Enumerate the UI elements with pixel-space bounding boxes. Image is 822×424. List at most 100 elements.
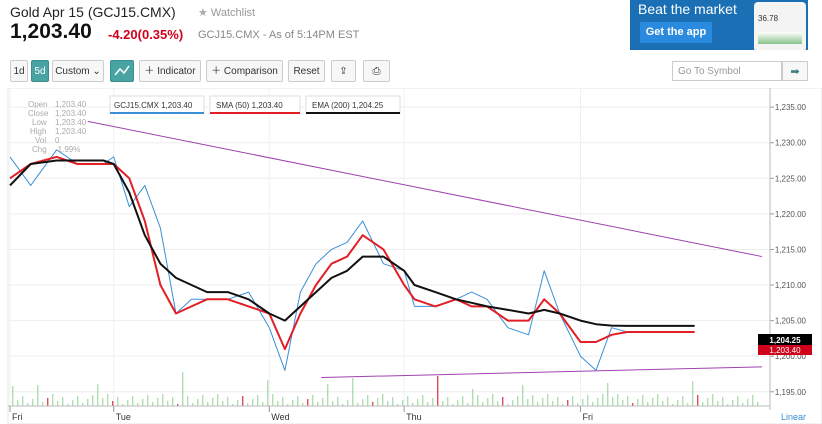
volume-bar xyxy=(52,394,54,406)
volume-bar xyxy=(357,403,359,406)
trendline xyxy=(321,366,763,379)
volume-bar xyxy=(302,403,304,406)
volume-bar xyxy=(657,394,659,406)
price-chart[interactable]: 1,195.00 1,200.00 1,205.00 1,210.00 1,215.00… xyxy=(0,88,822,424)
custom-range-dropdown[interactable]: Custom ⌄ xyxy=(52,60,104,82)
volume-bar xyxy=(12,386,14,406)
ohlc-value: 1,203.40 xyxy=(55,127,87,136)
phone-value: 36.78 xyxy=(758,14,779,23)
volume-bar xyxy=(277,401,279,406)
volume-bar xyxy=(287,404,289,406)
volume-bar xyxy=(187,396,189,406)
volume-bar xyxy=(362,399,364,406)
volume-bar xyxy=(282,397,284,406)
price-change: -4.20(0.35%) xyxy=(108,27,184,42)
get-app-button[interactable]: Get the app xyxy=(640,22,712,43)
volume-bar xyxy=(487,398,489,406)
scale-mode-label[interactable]: Linear xyxy=(781,412,806,422)
volume-bar xyxy=(137,403,139,406)
volume-bar xyxy=(102,398,104,406)
volume-bar xyxy=(292,400,294,406)
volume-bar xyxy=(337,397,339,406)
volume-bar xyxy=(27,403,29,406)
volume-bar xyxy=(582,399,584,406)
volume-bar xyxy=(712,394,714,406)
goto-symbol-button[interactable]: ➡ xyxy=(782,61,808,81)
volume-bar xyxy=(177,404,179,406)
volume-bar xyxy=(247,403,249,406)
volume-bar xyxy=(717,401,719,406)
ohlc-value: 0 xyxy=(55,136,60,145)
y-tick-label: 1,195.00 xyxy=(775,388,807,397)
y-tick-label: 1,215.00 xyxy=(775,245,807,254)
reset-button[interactable]: Reset xyxy=(288,60,325,82)
volume-bar xyxy=(597,398,599,406)
volume-bar xyxy=(72,400,74,406)
volume-bar xyxy=(502,397,504,406)
volume-bar xyxy=(592,402,594,406)
volume-bar xyxy=(587,395,589,406)
ema-tag xyxy=(758,334,812,345)
volume-bar xyxy=(742,403,744,406)
volume-bar xyxy=(647,402,649,406)
plus-icon: ＋ xyxy=(211,66,224,77)
volume-bar xyxy=(407,396,409,406)
volume-bar xyxy=(157,398,159,406)
chevron-down-icon: ⌄ xyxy=(92,66,101,77)
range-5d-button[interactable]: 5d xyxy=(31,60,49,82)
goto-symbol-input[interactable]: Go To Symbol xyxy=(672,61,782,81)
volume-bar xyxy=(272,394,274,406)
volume-bar xyxy=(332,401,334,406)
print-button[interactable]: ⎙ xyxy=(363,60,390,82)
volume-bar xyxy=(637,399,639,406)
volume-bar xyxy=(682,396,684,406)
last-price: 1,203.40 xyxy=(10,20,92,43)
volume-bar xyxy=(402,400,404,406)
volume-bar xyxy=(172,397,174,406)
y-tick-label: 1,225.00 xyxy=(775,174,807,183)
ema-tag-label: 1,204.25 xyxy=(769,336,801,345)
volume-bar xyxy=(382,394,384,406)
ohlc-label: Vol xyxy=(35,136,46,145)
volume-bar xyxy=(602,394,604,406)
volume-bar xyxy=(262,402,264,406)
comparison-button[interactable]: ＋ Comparison xyxy=(206,60,283,82)
volume-bar xyxy=(512,400,514,406)
custom-label: Custom xyxy=(55,66,90,77)
volume-bar xyxy=(612,397,614,406)
volume-bar xyxy=(352,378,354,406)
volume-bar xyxy=(672,404,674,406)
volume-bar xyxy=(727,404,729,406)
ohlc-value: 1,203.40 xyxy=(55,118,87,127)
volume-bar xyxy=(422,395,424,406)
chart-type-button[interactable] xyxy=(110,60,134,82)
volume-bar xyxy=(217,394,219,406)
volume-bar xyxy=(122,404,124,406)
volume-bar xyxy=(252,399,254,406)
ad-headline: Beat the market xyxy=(638,1,737,17)
phone-image: 36.78 xyxy=(754,2,806,50)
volume-bar xyxy=(757,402,759,406)
volume-bar xyxy=(707,398,709,406)
volume-bar xyxy=(557,397,559,406)
volume-bar xyxy=(377,398,379,406)
ohlc-label: Chg xyxy=(32,145,47,154)
share-icon: ⇪ xyxy=(339,66,348,77)
volume-bar xyxy=(522,385,524,406)
app-ad-banner[interactable]: Beat the market Get the app 36.78 xyxy=(630,0,808,50)
volume-bar xyxy=(397,404,399,406)
share-button[interactable]: ⇪ xyxy=(331,60,356,82)
volume-bar xyxy=(627,396,629,406)
legend-ema: EMA (200) 1,204.25 xyxy=(312,101,384,110)
volume-bar xyxy=(372,402,374,406)
indicator-button[interactable]: ＋ Indicator xyxy=(139,60,201,82)
price-series-line xyxy=(9,149,695,371)
line-chart-icon xyxy=(114,65,130,76)
volume-bar xyxy=(677,400,679,406)
range-1d-button[interactable]: 1d xyxy=(10,60,28,82)
volume-bar xyxy=(532,395,534,406)
volume-bar xyxy=(112,401,114,406)
price-tag-label: 1,203.40 xyxy=(769,346,801,355)
watchlist-link[interactable]: ★ Watchlist xyxy=(198,6,255,19)
volume-bar xyxy=(167,401,169,406)
